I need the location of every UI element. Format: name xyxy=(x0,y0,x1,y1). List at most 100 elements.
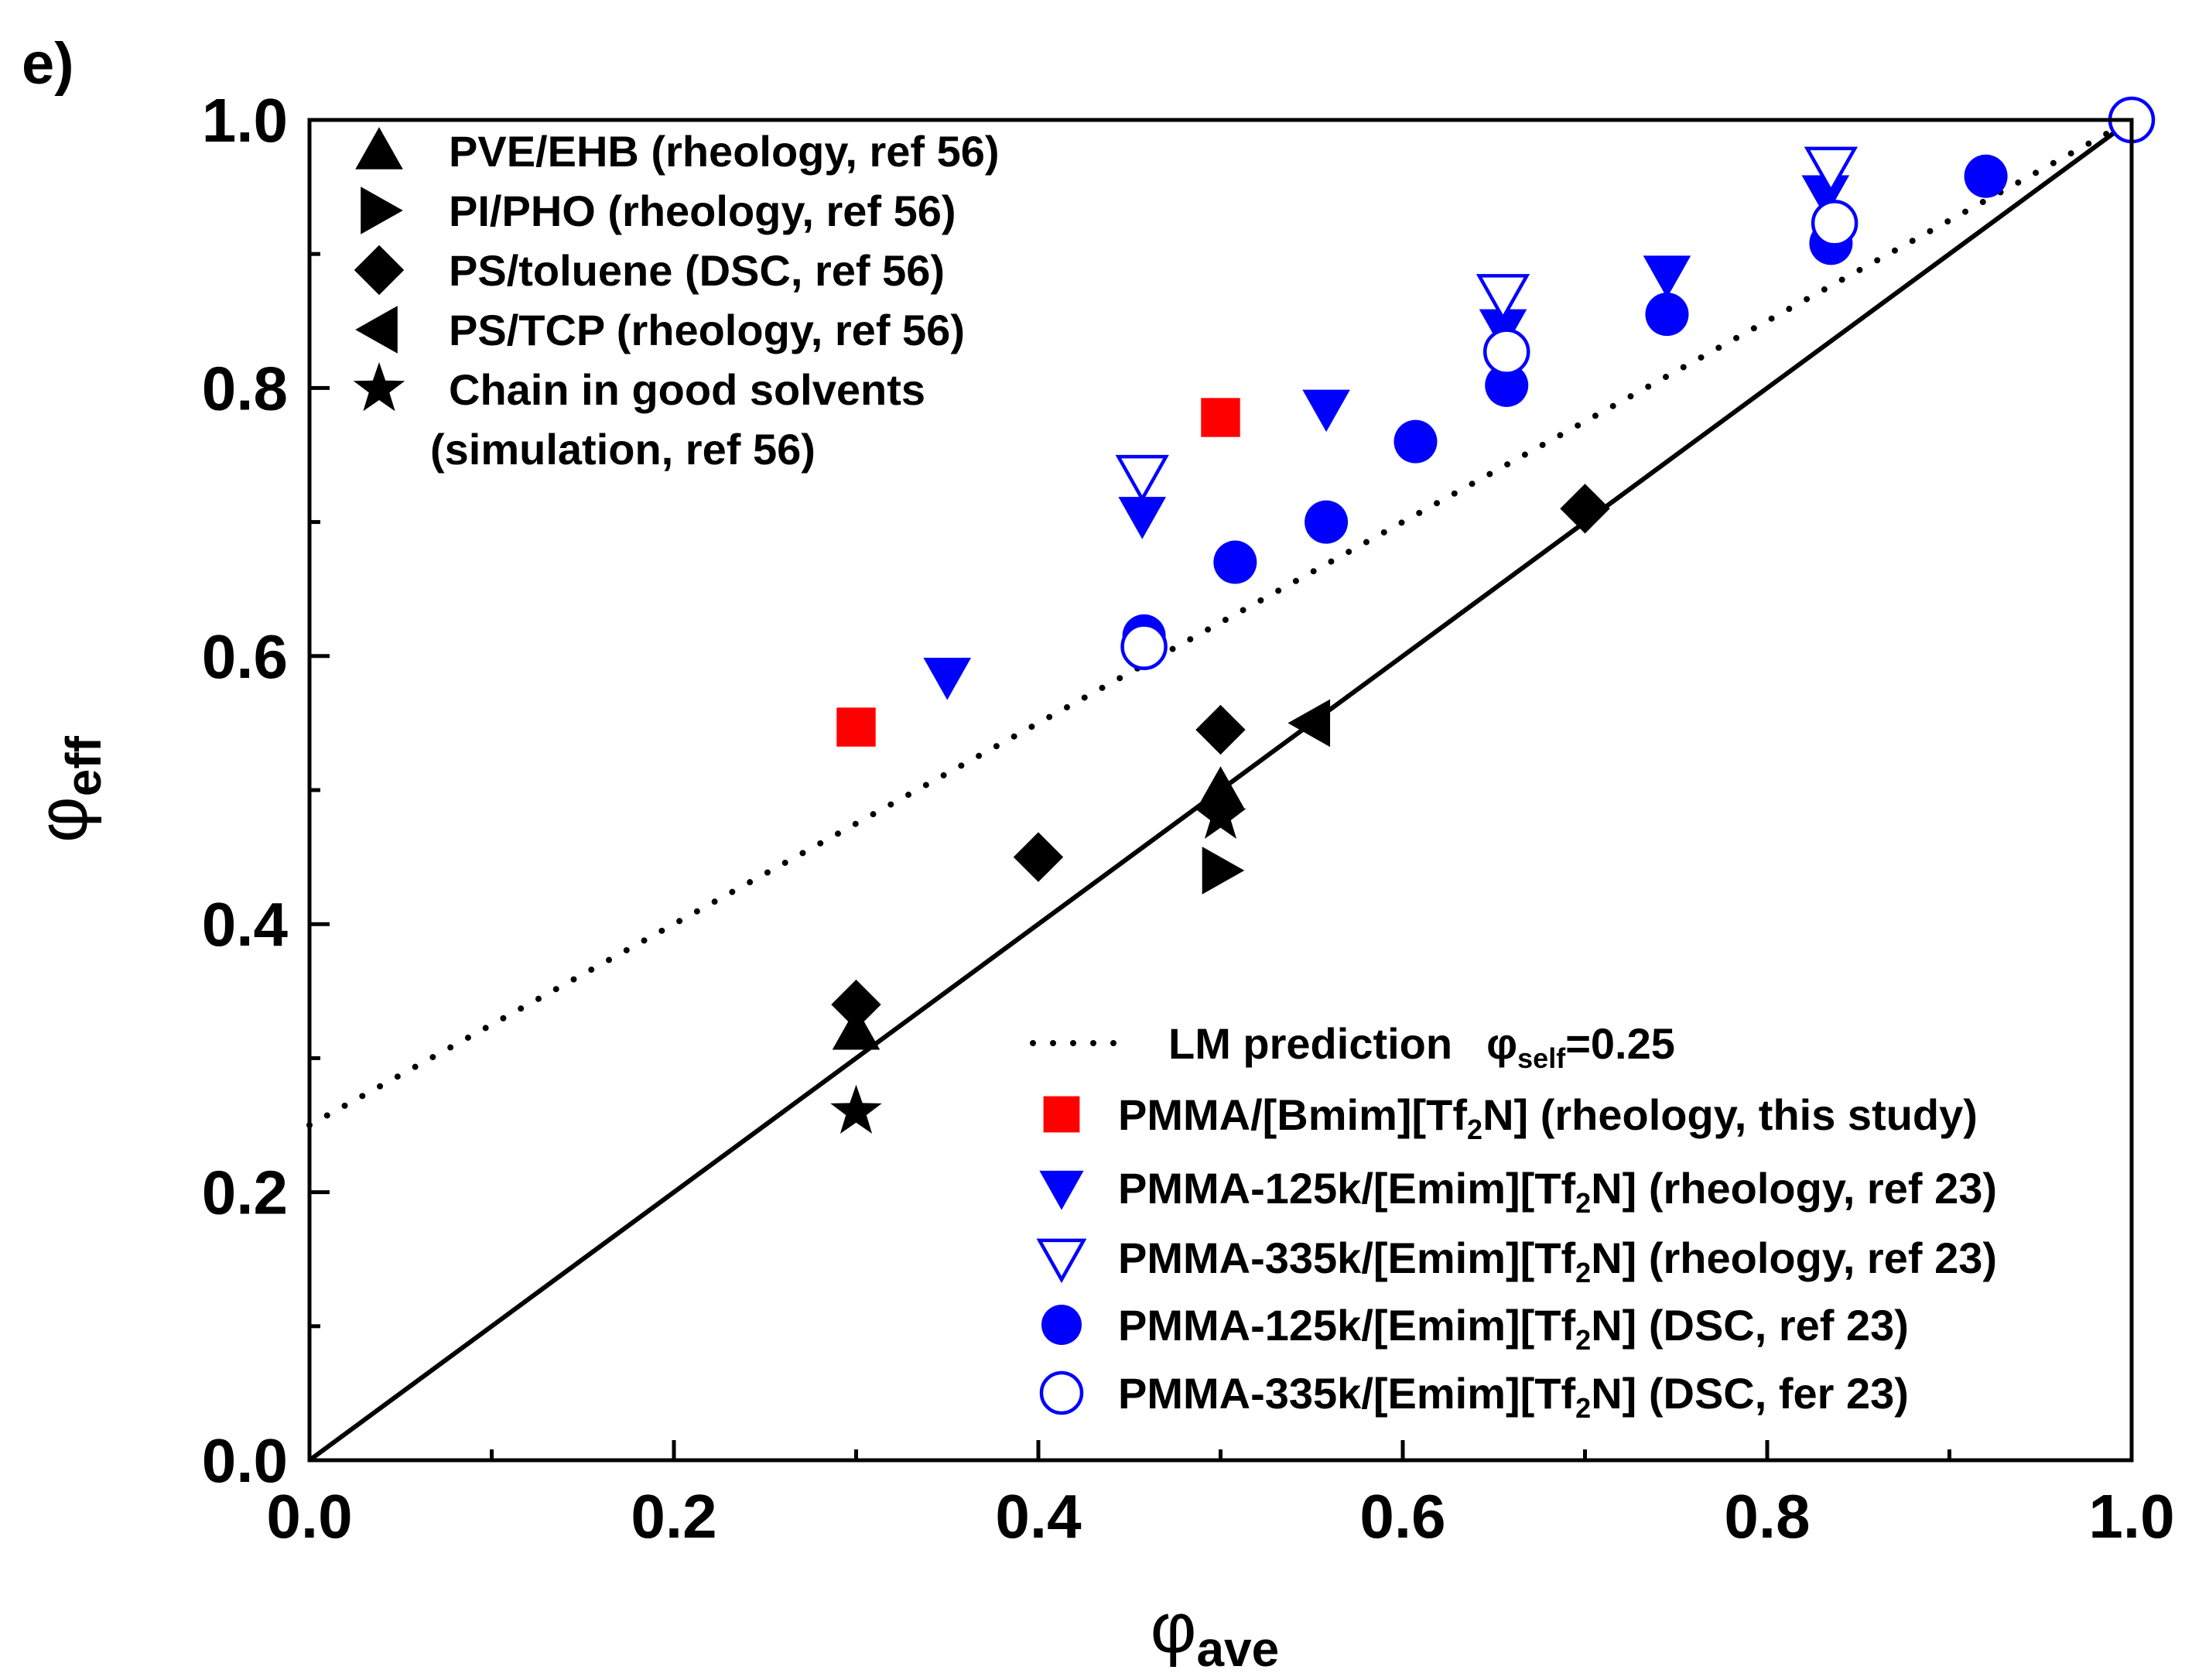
series-ps-tcp-rheology-ref-56 xyxy=(1287,699,1331,748)
point-ps-toluene-dsc-ref-56 xyxy=(831,979,881,1030)
series-pmma-335k-emim-tf2n-rheology-ref-23 xyxy=(1115,146,1859,503)
legend-phi-subscript: self xyxy=(1517,1042,1566,1074)
legend-label-subscript: 2 xyxy=(1575,1257,1591,1288)
y-axis-subscript: eff xyxy=(56,735,111,796)
legend-square-marker xyxy=(1043,1096,1080,1133)
legend-label-subscript: 2 xyxy=(1575,1392,1591,1424)
series-pve-ehb-rheology-ref-56 xyxy=(832,766,1245,1050)
legend-label: PMMA/[Bmim][Tf2N] (rheology, this study) xyxy=(1118,1090,1978,1145)
point-pmma-335k-emim-tf2n-dsc-fer-23 xyxy=(1811,200,1859,247)
legend-triangle-down-marker xyxy=(1039,1170,1084,1210)
legend-label-part: PMMA-125k/[Emim][Tf xyxy=(1118,1164,1576,1213)
legend-triangle-down-marker xyxy=(1036,1238,1087,1284)
legend-label-part: PMMA-125k/[Emim][Tf xyxy=(1118,1301,1576,1350)
point-pmma-335k-emim-tf2n-rheology-ref-23 xyxy=(1476,274,1530,322)
legend-label-subscript: 2 xyxy=(1467,1114,1482,1145)
legend-label: PMMA-125k/[Emim][Tf2N] (DSC, ref 23) xyxy=(1118,1301,1909,1356)
legend-bottom-right: LM prediction φself=0.25PMMA/[Bmim][Tf2N]… xyxy=(1030,1019,1997,1424)
legend-label-part: N] (DSC, ref 23) xyxy=(1591,1301,1909,1350)
legend-label-part: PMMA/[Bmim][Tf xyxy=(1118,1090,1467,1139)
x-tick-label: 0.4 xyxy=(995,1482,1082,1551)
legend-entry-lm-prediction: LM prediction φself=0.25 xyxy=(1030,1019,1675,1074)
series-pi-pho-rheology-ref-56 xyxy=(1202,847,1245,895)
x-axis-symbol: φ xyxy=(1151,1589,1197,1668)
legend-label-part: N] (rheology, this study) xyxy=(1482,1090,1978,1139)
y-axis-title: φeff xyxy=(23,735,111,843)
legend-label-subscript: 2 xyxy=(1575,1324,1591,1356)
point-pmma-125k-emim-tf2n-dsc-ref-23 xyxy=(1485,363,1529,407)
series-pmma-125k-emim-tf2n-dsc-ref-23 xyxy=(1122,154,2008,658)
point-pmma-bmim-tf2n-rheology-this-study xyxy=(836,707,876,747)
legend-circle-marker xyxy=(1039,1370,1084,1415)
point-pmma-125k-emim-tf2n-dsc-ref-23 xyxy=(1964,154,2008,198)
point-pmma-125k-emim-tf2n-dsc-ref-23 xyxy=(1645,293,1689,337)
legend-triangle-right-marker xyxy=(361,186,403,234)
legend-entry-pmma-125k-emim-tf2n-rheology-ref-23: PMMA-125k/[Emim][Tf2N] (rheology, ref 23… xyxy=(1039,1164,1997,1219)
legend-label: PMMA-125k/[Emim][Tf2N] (rheology, ref 23… xyxy=(1118,1164,1997,1219)
point-pmma-bmim-tf2n-rheology-this-study xyxy=(1201,398,1240,437)
point-pmma-335k-emim-tf2n-rheology-ref-23 xyxy=(1115,454,1169,503)
legend-top-left: PVE/EHB (rheology, ref 56) PI/PHO (rheolo… xyxy=(353,127,1000,474)
series-pmma-bmim-tf2n-rheology-this-study xyxy=(836,398,1240,747)
point-chain-in-good-solvents xyxy=(830,1084,882,1134)
legend-label-part: N] (rheology, ref 23) xyxy=(1591,1164,1997,1213)
legend-label-part: PMMA-335k/[Emim][Tf xyxy=(1118,1233,1576,1282)
y-axis-symbol: φ xyxy=(23,796,102,843)
legend-label-part: N] (rheology, ref 23) xyxy=(1591,1233,1997,1282)
legend-label-subscript: 2 xyxy=(1575,1187,1591,1219)
point-ps-tcp-rheology-ref-56 xyxy=(1287,699,1331,748)
legend-label: Chain in good solvents xyxy=(449,365,925,414)
legend-entry-pmma-bmim-tf2n-rheology-this-study: PMMA/[Bmim][Tf2N] (rheology, this study) xyxy=(1043,1090,1978,1145)
legend-entry-pi-pho-rheology-ref-56: PI/PHO (rheology, ref 56) xyxy=(361,186,956,235)
legend-entry-pmma-335k-emim-tf2n-dsc-fer-23: PMMA-335k/[Emim][Tf2N] (DSC, fer 23) xyxy=(1039,1369,1909,1424)
point-pve-ehb-rheology-ref-56 xyxy=(1196,766,1245,809)
y-tick-label: 0.6 xyxy=(202,622,288,691)
y-tick-label: 0.8 xyxy=(202,354,288,423)
series-ps-toluene-dsc-ref-56 xyxy=(831,484,1610,1030)
point-ps-toluene-dsc-ref-56 xyxy=(1013,832,1064,882)
x-tick-label: 0.0 xyxy=(266,1482,352,1551)
series-pmma-125k-emim-tf2n-rheology-ref-23 xyxy=(923,175,1850,700)
legend-phi-symbol: φ xyxy=(1486,1019,1517,1068)
legend-label: LM prediction φself=0.25 xyxy=(1168,1019,1675,1074)
legend-label-part: PMMA-335k/[Emim][Tf xyxy=(1118,1369,1576,1418)
point-pmma-125k-emim-tf2n-rheology-ref-23 xyxy=(1118,497,1167,539)
legend-label: PS/TCP (rheology, ref 56) xyxy=(449,306,965,354)
x-tick-label: 0.6 xyxy=(1359,1482,1445,1551)
point-pmma-125k-emim-tf2n-dsc-ref-23 xyxy=(1213,540,1257,584)
axis-ticks: 0.0 0.2 0.4 0.6 0.8 1.0 0.0 0.2 0.4 0.6 0.8 1.0 xyxy=(202,86,2175,1551)
legend-entry-ps-toluene-dsc-ref-56: PS/toluene (DSC, ref 56) xyxy=(354,245,945,296)
legend-label: PVE/EHB (rheology, ref 56) xyxy=(449,127,1000,176)
legend-entry-pmma-335k-emim-tf2n-rheology-ref-23: PMMA-335k/[Emim][Tf2N] (rheology, ref 23… xyxy=(1036,1233,1997,1288)
legend-label: PI/PHO (rheology, ref 56) xyxy=(449,186,956,235)
x-tick-label: 1.0 xyxy=(2088,1482,2174,1551)
point-pi-pho-rheology-ref-56 xyxy=(1202,847,1245,895)
legend-entry-ps-tcp-rheology-ref-56: PS/TCP (rheology, ref 56) xyxy=(355,306,965,354)
legend-circle-marker xyxy=(1041,1305,1082,1345)
legend-entry-chain-in-good-solvents: Chain in good solvents (simulation, ref 5… xyxy=(353,362,925,474)
series-chain-in-good-solvents xyxy=(830,789,1246,1134)
y-tick-label: 1.0 xyxy=(202,86,288,155)
point-pmma-125k-emim-tf2n-rheology-ref-23 xyxy=(1801,175,1850,218)
y-tick-label: 0.0 xyxy=(202,1426,288,1495)
point-chain-in-good-solvents xyxy=(1195,789,1246,839)
point-pmma-335k-emim-tf2n-rheology-ref-23 xyxy=(1804,146,1859,194)
legend-triangle-left-marker xyxy=(355,306,398,354)
x-tick-label: 0.2 xyxy=(631,1482,716,1551)
legend-label: PMMA-335k/[Emim][Tf2N] (rheology, ref 23… xyxy=(1118,1233,1997,1288)
legend-star-marker xyxy=(353,362,405,412)
data-points xyxy=(830,96,2156,1134)
legend-triangle-up-marker xyxy=(355,127,403,169)
x-axis-subscript: ave xyxy=(1196,1621,1279,1677)
legend-label-main: LM prediction xyxy=(1168,1019,1452,1068)
legend-label: PMMA-335k/[Emim][Tf2N] (DSC, fer 23) xyxy=(1118,1369,1909,1424)
point-ps-toluene-dsc-ref-56 xyxy=(1195,704,1246,755)
point-pmma-335k-emim-tf2n-dsc-fer-23 xyxy=(1482,328,1530,375)
point-pmma-125k-emim-tf2n-dsc-ref-23 xyxy=(1393,419,1438,464)
legend-entry-pmma-125k-emim-tf2n-dsc-ref-23: PMMA-125k/[Emim][Tf2N] (DSC, ref 23) xyxy=(1041,1301,1909,1356)
point-pmma-125k-emim-tf2n-rheology-ref-23 xyxy=(1302,389,1350,433)
panel-label: e) xyxy=(22,31,74,97)
point-pmma-125k-emim-tf2n-rheology-ref-23 xyxy=(923,657,972,700)
y-tick-label: 0.4 xyxy=(202,890,289,959)
